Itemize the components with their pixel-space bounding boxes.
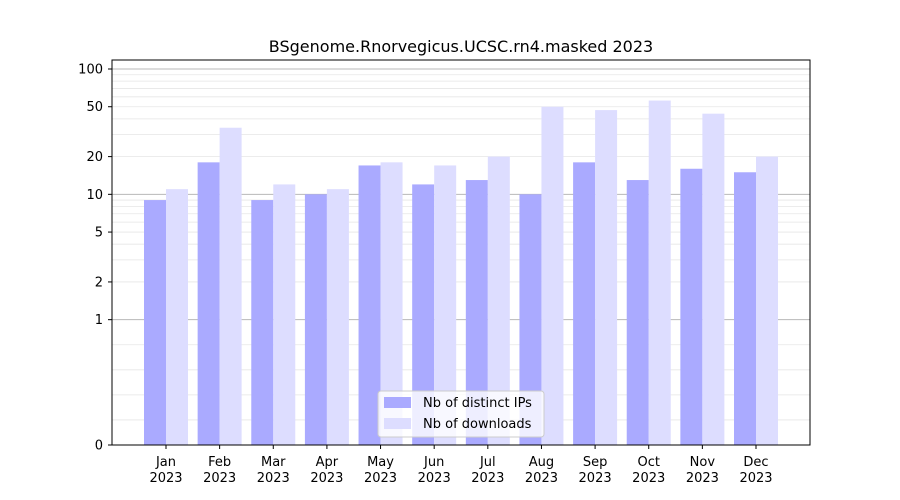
bar-distinct-ips: [412, 184, 435, 445]
x-tick-label-year: 2023: [203, 471, 236, 486]
x-tick-label-year: 2023: [257, 471, 290, 486]
x-tick-label-year: 2023: [364, 471, 397, 486]
bar-distinct-ips: [358, 165, 381, 445]
x-tick-label-year: 2023: [471, 471, 504, 486]
y-tick-label: 2: [95, 275, 103, 290]
y-tick-label: 50: [86, 100, 103, 115]
x-tick-label-month: Oct: [637, 455, 659, 470]
x-axis: Jan2023Feb2023Mar2023Apr2023May2023Jun20…: [149, 445, 773, 486]
x-tick-label-year: 2023: [310, 471, 343, 486]
bar-distinct-ips: [144, 200, 166, 445]
x-tick-label-year: 2023: [525, 471, 558, 486]
y-tick-label: 100: [78, 63, 103, 78]
legend-swatch: [384, 397, 411, 408]
x-tick-label-month: Jul: [479, 455, 496, 470]
bar-downloads: [648, 100, 671, 446]
x-tick-label-year: 2023: [418, 471, 451, 486]
bar-downloads: [595, 110, 618, 445]
x-tick-label-month: Mar: [261, 455, 286, 470]
legend-swatch: [384, 418, 411, 429]
x-tick-label-year: 2023: [149, 471, 182, 486]
x-tick-label-month: Feb: [208, 455, 231, 470]
bar-distinct-ips: [251, 200, 274, 445]
x-tick-label-month: Dec: [743, 455, 768, 470]
chart-title: BSgenome.Rnorvegicus.UCSC.rn4.masked 202…: [269, 37, 653, 56]
bar-distinct-ips: [197, 162, 220, 445]
x-tick-label-year: 2023: [739, 471, 772, 486]
x-tick-label-month: May: [367, 455, 394, 470]
y-tick-label: 1: [95, 313, 103, 328]
x-tick-label-year: 2023: [632, 471, 665, 486]
x-tick-label-month: Aug: [529, 455, 554, 470]
bar-distinct-ips: [626, 180, 649, 445]
bar-downloads: [756, 156, 778, 445]
x-tick-label-year: 2023: [686, 471, 719, 486]
x-tick-label-month: Apr: [316, 455, 339, 470]
y-tick-label: 0: [95, 439, 103, 454]
x-tick-label-month: Sep: [583, 455, 608, 470]
bar-downloads: [487, 156, 510, 445]
bar-downloads: [166, 189, 188, 445]
x-tick-label-month: Jan: [155, 455, 176, 470]
bar-downloads: [273, 184, 296, 445]
y-tick-label: 5: [95, 226, 103, 241]
x-tick-label-month: Jun: [423, 455, 444, 470]
y-tick-label: 10: [86, 188, 103, 203]
bar-distinct-ips: [465, 180, 488, 445]
legend-label: Nb of distinct IPs: [423, 396, 532, 411]
legend-box: [377, 390, 545, 438]
bar-downloads: [541, 106, 564, 445]
legend-label: Nb of downloads: [423, 417, 532, 432]
bar-distinct-ips: [734, 172, 756, 445]
bar-downloads: [326, 189, 349, 445]
plot-frame: [111, 59, 811, 446]
bar-downloads: [434, 165, 457, 445]
bar-distinct-ips: [304, 194, 327, 445]
bar-downloads: [219, 127, 242, 445]
bar-downloads: [380, 162, 403, 445]
bar-distinct-ips: [573, 162, 596, 445]
legend: Nb of distinct IPs Nb of downloads: [377, 390, 545, 438]
bar-distinct-ips: [680, 168, 703, 445]
bars: [144, 100, 778, 446]
x-tick-label-year: 2023: [579, 471, 612, 486]
bar-downloads: [702, 113, 725, 446]
bar-distinct-ips: [519, 194, 542, 445]
x-tick-label-month: Nov: [690, 455, 716, 470]
y-tick-label: 20: [86, 150, 103, 165]
y-axis: 0 1 2 5 10 20 50 100: [78, 63, 112, 454]
